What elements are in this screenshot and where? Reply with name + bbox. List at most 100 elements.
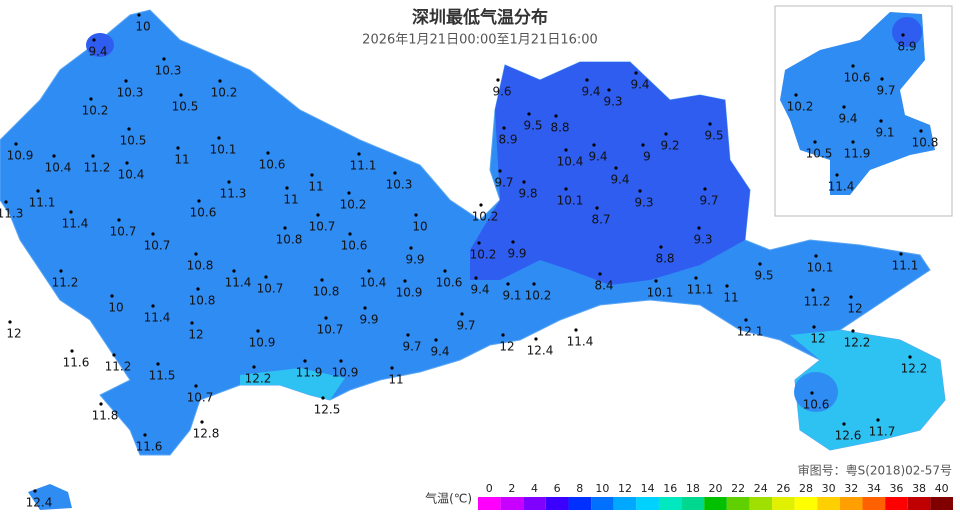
legend-swatch <box>568 497 592 510</box>
station-value: 11.4 <box>828 180 855 194</box>
station-dot <box>880 77 884 81</box>
station-dot <box>285 186 289 190</box>
station-value: 10.5 <box>806 147 833 161</box>
station-value: 11.9 <box>296 366 323 380</box>
station-dot <box>69 210 73 214</box>
station-dot <box>324 316 328 320</box>
legend-tick: 34 <box>867 482 881 495</box>
station-value: 10.7 <box>110 225 137 239</box>
station-dot <box>162 57 166 61</box>
station-value: 10 <box>108 301 123 315</box>
station-dot <box>443 269 447 273</box>
station-value: 10.3 <box>155 64 182 78</box>
station-value: 10.8 <box>912 136 939 150</box>
station-value: 11.4 <box>225 276 252 290</box>
legend-swatch <box>658 497 682 510</box>
station-dot <box>527 112 531 116</box>
legend-swatch <box>681 497 705 510</box>
station-value: 10.2 <box>787 100 814 114</box>
station-value: 12.4 <box>527 344 554 358</box>
station-value: 11.5 <box>149 369 176 383</box>
station-value: 9.6 <box>492 85 511 99</box>
station-dot <box>367 269 371 273</box>
station-value: 11.1 <box>892 259 919 273</box>
station-value: 10.7 <box>309 220 336 234</box>
station-dot <box>498 169 502 173</box>
station-dot <box>598 272 602 276</box>
station-dot <box>8 320 12 324</box>
island <box>28 484 72 510</box>
station-dot <box>194 384 198 388</box>
station-value: 10.2 <box>525 289 552 303</box>
cool-spot <box>892 17 922 47</box>
station-value: 11 <box>308 180 323 194</box>
station-dot <box>634 71 638 75</box>
station-value: 9.3 <box>693 233 712 247</box>
station-dot <box>879 119 883 123</box>
station-dot <box>595 206 599 210</box>
station-dot <box>403 279 407 283</box>
station-value: 11.3 <box>0 207 23 221</box>
station-value: 11.6 <box>136 440 163 454</box>
station-dot <box>812 325 816 329</box>
station-value: 9.7 <box>876 84 895 98</box>
station-dot <box>534 337 538 341</box>
station-value: 10.9 <box>332 366 359 380</box>
title: 深圳最低气温分布 <box>412 7 548 28</box>
station-dot <box>851 64 855 68</box>
legend-tick: 22 <box>731 482 745 495</box>
station-dot <box>252 365 256 369</box>
legend-tick: 18 <box>686 482 700 495</box>
station-dot <box>137 13 141 17</box>
cool-spot <box>794 372 838 412</box>
station-value: 11.8 <box>92 409 119 423</box>
station-dot <box>876 418 880 422</box>
station-value: 10.8 <box>276 233 303 247</box>
station-dot <box>908 355 912 359</box>
legend-tick: 0 <box>486 482 493 495</box>
station-value: 10.9 <box>396 286 423 300</box>
legend-swatch <box>500 497 524 510</box>
station-dot <box>664 132 668 136</box>
station-value: 11.1 <box>687 283 714 297</box>
station-dot <box>506 282 510 286</box>
station-value: 9.9 <box>507 247 526 261</box>
station-value: 12.6 <box>835 429 862 443</box>
legend-swatch <box>772 497 795 510</box>
station-dot <box>151 304 155 308</box>
station-value: 11.2 <box>804 295 831 309</box>
station-value: 10.8 <box>313 285 340 299</box>
station-dot <box>479 203 483 207</box>
station-dot <box>33 489 37 493</box>
station-dot <box>694 276 698 280</box>
station-value: 10.1 <box>557 194 584 208</box>
station-value: 10.2 <box>82 104 109 118</box>
station-dot <box>4 200 8 204</box>
station-dot <box>641 143 645 147</box>
station-dot <box>127 127 131 131</box>
station-value: 9.1 <box>875 126 894 140</box>
station-dot <box>310 173 314 177</box>
station-value: 12.4 <box>26 496 53 510</box>
station-dot <box>409 246 413 250</box>
station-dot <box>851 140 855 144</box>
legend-tick: 26 <box>776 482 790 495</box>
station-value: 9.5 <box>704 129 723 143</box>
station-value: 9.7 <box>494 176 513 190</box>
station-dot <box>339 359 343 363</box>
legend-title: 气温(℃) <box>425 491 472 506</box>
station-dot <box>842 422 846 426</box>
station-value: 10.7 <box>317 323 344 337</box>
station-value: 9 <box>643 150 651 164</box>
station-value: 12.1 <box>737 325 764 339</box>
station-dot <box>794 93 798 97</box>
station-value: 10.8 <box>187 259 214 273</box>
station-value: 9.2 <box>660 139 679 153</box>
station-value: 11.3 <box>220 187 247 201</box>
station-value: 9.4 <box>610 173 629 187</box>
station-value: 10.2 <box>211 86 238 100</box>
station-value: 8.9 <box>498 133 517 147</box>
legend-swatch <box>907 497 931 510</box>
station-value: 10 <box>412 220 427 234</box>
station-value: 11.9 <box>844 147 871 161</box>
